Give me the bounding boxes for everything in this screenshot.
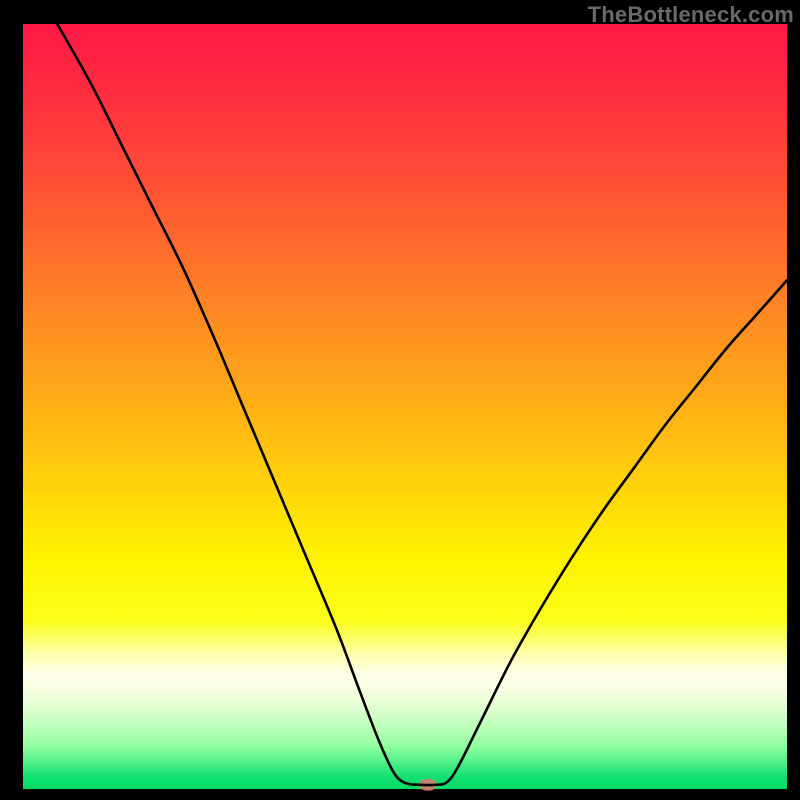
bottleneck-chart [0,0,800,800]
watermark-text: TheBottleneck.com [588,2,794,28]
